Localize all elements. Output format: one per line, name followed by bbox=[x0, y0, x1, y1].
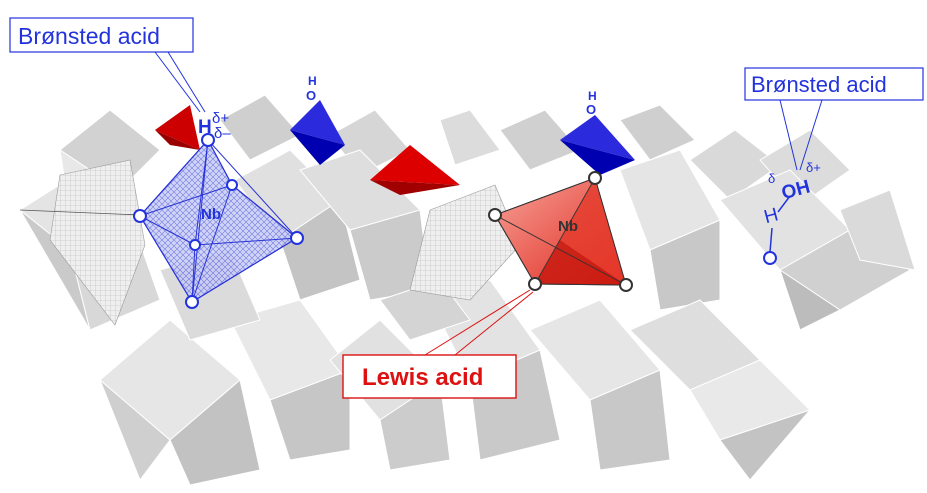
h-atom-top-1: H bbox=[308, 74, 317, 88]
h-atom-left: H bbox=[198, 117, 212, 138]
nb-atom-right: Nb bbox=[558, 218, 578, 235]
surface-tetrahedra bbox=[155, 100, 635, 195]
bronsted-left-label: Brønsted acid bbox=[18, 23, 160, 49]
callout-bronsted-right: Brønsted acid bbox=[744, 67, 924, 171]
o-atom-top-1: O bbox=[306, 88, 316, 103]
delta-right: δ bbox=[768, 171, 775, 186]
h-atom-top-2: H bbox=[588, 89, 597, 103]
oxygen-atom-right bbox=[763, 251, 777, 265]
oxygen-atoms-lewis bbox=[488, 171, 633, 292]
h-atom-right: H bbox=[762, 204, 781, 228]
oxygen-atoms-left bbox=[133, 133, 304, 309]
lewis-label: Lewis acid bbox=[362, 364, 483, 391]
lewis-nb-polyhedron: Nb bbox=[488, 171, 633, 292]
nb-atom-left: Nb bbox=[201, 206, 221, 223]
bronsted-nb-octahedron: Nb H δ+ δ– bbox=[133, 110, 304, 309]
callout-bronsted-left: Brønsted acid bbox=[9, 17, 206, 113]
surface-hydroxyl-labels: H O H O bbox=[306, 74, 597, 117]
bronsted-right-label: Brønsted acid bbox=[751, 72, 887, 97]
o-atom-top-2: O bbox=[586, 102, 596, 117]
delta-plus-left: δ+ bbox=[212, 110, 229, 127]
delta-plus-right: δ+ bbox=[806, 160, 821, 175]
callout-lewis: Lewis acid bbox=[342, 289, 534, 399]
delta-minus-left: δ– bbox=[214, 125, 231, 142]
